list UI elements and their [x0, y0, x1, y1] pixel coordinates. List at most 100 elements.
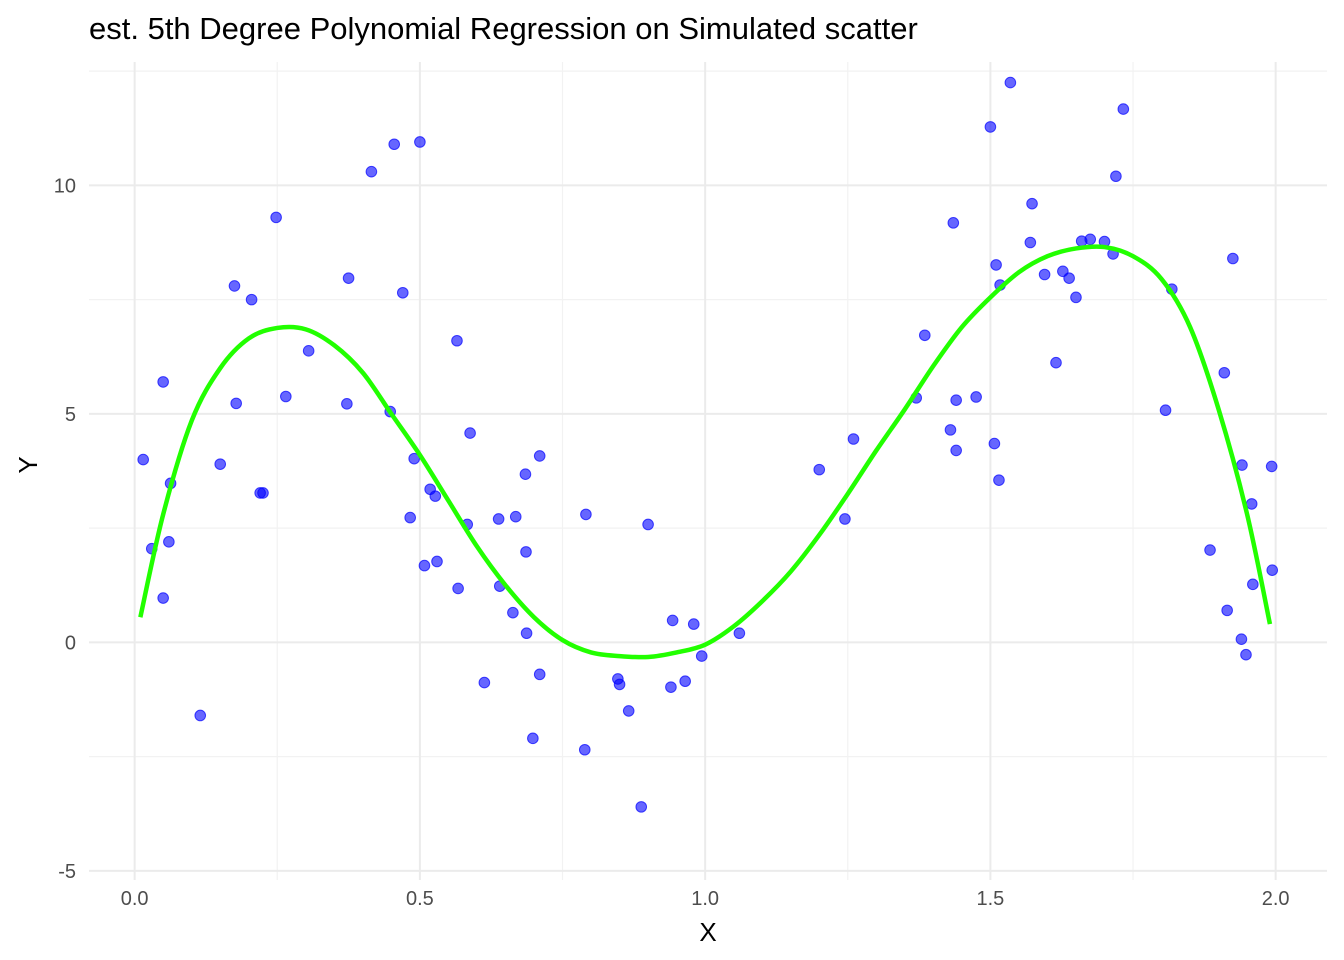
scatter-point — [1051, 357, 1062, 368]
scatter-point — [158, 593, 169, 604]
scatter-point — [271, 212, 282, 223]
y-tick-label: -5 — [58, 861, 76, 883]
scatter-point — [432, 556, 443, 567]
scatter-point — [579, 744, 590, 755]
scatter-point — [1071, 292, 1082, 303]
scatter-point — [1085, 234, 1096, 245]
x-tick-label: 0.5 — [406, 888, 434, 910]
scatter-point — [951, 395, 962, 406]
scatter-point — [985, 122, 996, 133]
scatter-point — [666, 682, 677, 693]
scatter-point — [452, 335, 463, 346]
scatter-point — [948, 218, 959, 229]
scatter-point — [508, 607, 519, 618]
scatter-point — [342, 399, 353, 410]
scatter-point — [343, 273, 354, 284]
y-tick-labels: -5 0 5 10 — [54, 175, 76, 882]
scatter-point — [945, 425, 956, 436]
scatter-point — [366, 166, 377, 177]
scatter-point — [195, 710, 206, 721]
y-axis-title: Y — [13, 456, 43, 473]
scatter-point — [1025, 237, 1036, 248]
scatter-point — [623, 706, 634, 717]
scatter-point — [281, 391, 292, 402]
scatter-point — [1222, 605, 1233, 616]
scatter-point — [919, 330, 930, 341]
scatter-point — [688, 619, 699, 630]
scatter-point — [1039, 269, 1050, 280]
scatter-point — [1118, 104, 1129, 115]
scatter-point — [1160, 405, 1171, 416]
y-tick-label: 5 — [65, 404, 76, 426]
scatter-point — [1248, 579, 1259, 590]
scatter-point — [1246, 499, 1257, 510]
scatter-point — [1005, 77, 1016, 88]
scatter-point — [528, 733, 539, 744]
scatter-points — [138, 77, 1278, 812]
scatter-point — [493, 514, 504, 525]
scatter-point — [1237, 460, 1248, 471]
major-gridlines — [89, 62, 1327, 880]
scatter-point — [405, 512, 416, 523]
scatter-point — [415, 137, 426, 148]
scatter-point — [521, 547, 532, 558]
scatter-point — [258, 488, 269, 499]
scatter-point — [1111, 171, 1122, 182]
y-tick-label: 10 — [54, 175, 76, 197]
x-tick-label: 0.0 — [121, 888, 149, 910]
scatter-point — [1228, 253, 1239, 264]
scatter-point — [636, 802, 647, 813]
scatter-point — [479, 677, 490, 688]
scatter-point — [1266, 461, 1277, 472]
scatter-point — [510, 511, 521, 522]
scatter-point — [643, 519, 654, 530]
scatter-point — [246, 294, 257, 305]
scatter-point — [397, 287, 408, 298]
scatter-point — [303, 346, 314, 357]
x-tick-label: 1.0 — [691, 888, 719, 910]
x-tick-label: 2.0 — [1262, 888, 1290, 910]
scatter-point — [229, 281, 240, 292]
scatter-point — [164, 537, 175, 548]
scatter-point — [389, 139, 400, 150]
x-tick-labels: 0.0 0.5 1.0 1.5 2.0 — [121, 888, 1290, 910]
scatter-point — [231, 398, 242, 409]
scatter-point — [465, 428, 476, 439]
scatter-point — [696, 651, 707, 662]
scatter-point — [419, 560, 430, 571]
scatter-point — [534, 669, 545, 680]
scatter-point — [1241, 649, 1252, 660]
scatter-point — [614, 679, 625, 690]
scatter-point — [453, 583, 464, 594]
scatter-point — [994, 475, 1005, 486]
scatter-point — [521, 628, 532, 639]
scatter-point — [814, 464, 825, 475]
scatter-point — [138, 454, 149, 465]
scatter-point — [1205, 545, 1216, 556]
y-tick-label: 0 — [65, 632, 76, 654]
scatter-point — [680, 676, 691, 687]
scatter-point — [951, 445, 962, 456]
scatter-point — [989, 438, 1000, 449]
scatter-point — [581, 509, 592, 520]
scatter-point — [734, 628, 745, 639]
scatter-point — [991, 260, 1002, 271]
scatter-point — [667, 615, 678, 626]
chart-title: est. 5th Degree Polynomial Regression on… — [89, 11, 918, 46]
scatter-point — [840, 514, 851, 525]
scatter-point — [430, 491, 441, 502]
scatter-point — [1267, 565, 1278, 576]
scatter-point — [534, 451, 545, 462]
x-tick-label: 1.5 — [976, 888, 1004, 910]
scatter-point — [971, 392, 982, 403]
scatter-point — [1064, 273, 1075, 284]
scatter-point — [848, 434, 859, 445]
scatter-point — [1219, 367, 1230, 378]
scatter-point — [1236, 634, 1247, 645]
scatter-point — [520, 469, 531, 480]
scatter-point — [1027, 198, 1038, 209]
scatter-point — [215, 459, 226, 470]
scatter-point — [158, 377, 169, 388]
x-axis-title: X — [699, 917, 716, 947]
